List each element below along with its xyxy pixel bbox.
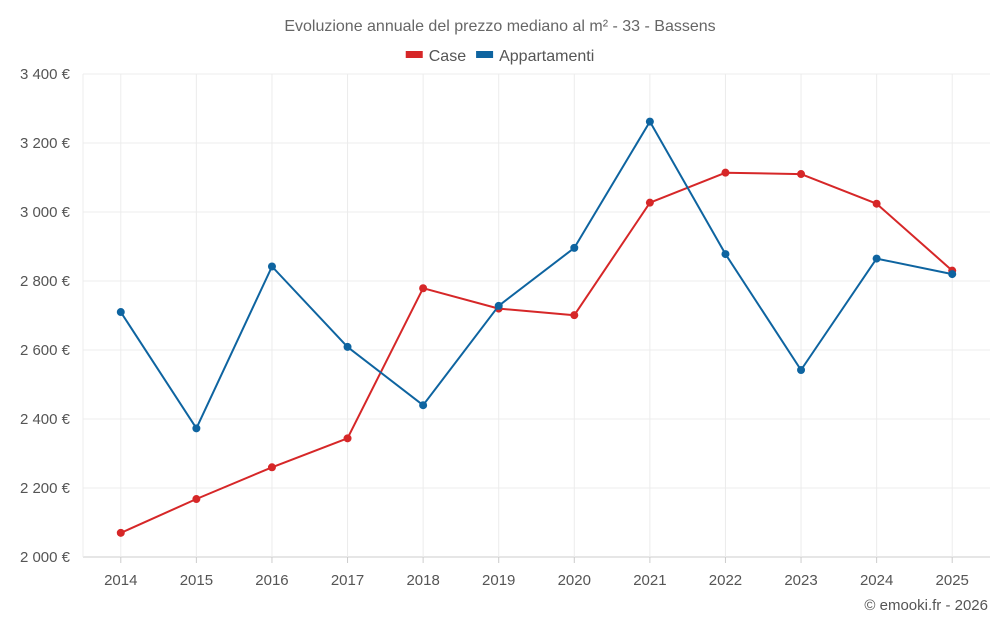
data-point-case[interactable] <box>267 463 276 472</box>
y-tick-label: 2 400 € <box>20 411 71 428</box>
series-case <box>116 168 957 537</box>
legend-label: Case <box>429 48 466 65</box>
y-tick-label: 3 400 € <box>20 66 71 83</box>
credit-text: © emooki.fr - 2026 <box>864 597 988 614</box>
data-point-appartamenti[interactable] <box>797 366 806 375</box>
x-tick-label: 2024 <box>860 572 893 589</box>
y-tick-label: 2 000 € <box>20 549 71 566</box>
data-point-case[interactable] <box>872 199 881 208</box>
y-tick-label: 3 000 € <box>20 204 71 221</box>
y-tick-label: 2 600 € <box>20 342 71 359</box>
x-axis: 2014 2015 2016 2017 2018 2019 2020 2021 2022 2023… <box>104 557 969 589</box>
legend-item[interactable]: Appartamenti <box>476 48 594 65</box>
legend-item[interactable]: Case <box>405 48 466 65</box>
x-tick-label: 2015 <box>180 572 213 589</box>
data-point-appartamenti[interactable] <box>645 117 654 126</box>
x-tick-label: 2023 <box>784 572 817 589</box>
y-tick-label: 2 200 € <box>20 480 71 497</box>
data-point-case[interactable] <box>570 311 579 320</box>
data-point-appartamenti[interactable] <box>192 424 201 433</box>
data-point-appartamenti[interactable] <box>872 254 881 263</box>
data-point-appartamenti[interactable] <box>343 342 352 351</box>
data-point-case[interactable] <box>343 434 352 443</box>
data-point-appartamenti[interactable] <box>570 243 579 252</box>
x-tick-label: 2021 <box>633 572 666 589</box>
data-point-case[interactable] <box>419 284 428 293</box>
legend-label: Appartamenti <box>499 48 594 65</box>
data-point-case[interactable] <box>645 198 654 207</box>
data-point-appartamenti[interactable] <box>948 270 957 279</box>
x-tick-label: 2025 <box>936 572 969 589</box>
data-point-case[interactable] <box>192 495 201 504</box>
y-tick-label: 3 200 € <box>20 135 71 152</box>
x-tick-label: 2020 <box>558 572 591 589</box>
x-tick-label: 2022 <box>709 572 742 589</box>
x-tick-label: 2016 <box>255 572 288 589</box>
x-tick-label: 2014 <box>104 572 137 589</box>
data-point-appartamenti[interactable] <box>116 308 125 317</box>
data-point-appartamenti[interactable] <box>721 250 730 259</box>
legend: Case Appartamenti <box>405 48 594 65</box>
data-point-appartamenti[interactable] <box>494 301 503 310</box>
data-point-case[interactable] <box>721 168 730 177</box>
series-line-appartamenti <box>119 120 953 430</box>
x-tick-label: 2019 <box>482 572 515 589</box>
legend-swatch <box>405 51 423 58</box>
data-point-appartamenti[interactable] <box>267 262 276 271</box>
legend-swatch <box>476 51 494 58</box>
data-point-appartamenti[interactable] <box>419 401 428 410</box>
series <box>116 117 957 537</box>
series-line-case <box>120 171 953 534</box>
y-axis: 2 000 € 2 200 € 2 400 € 2 600 € 2 800 € 3 000… <box>20 66 71 566</box>
x-tick-label: 2018 <box>406 572 439 589</box>
data-point-case[interactable] <box>797 170 806 179</box>
series-appartamenti <box>116 117 957 433</box>
y-tick-label: 2 800 € <box>20 273 71 290</box>
chart-title: Evoluzione annuale del prezzo mediano al… <box>284 18 715 35</box>
grid <box>82 73 990 558</box>
data-point-case[interactable] <box>116 528 125 537</box>
x-tick-label: 2017 <box>331 572 364 589</box>
